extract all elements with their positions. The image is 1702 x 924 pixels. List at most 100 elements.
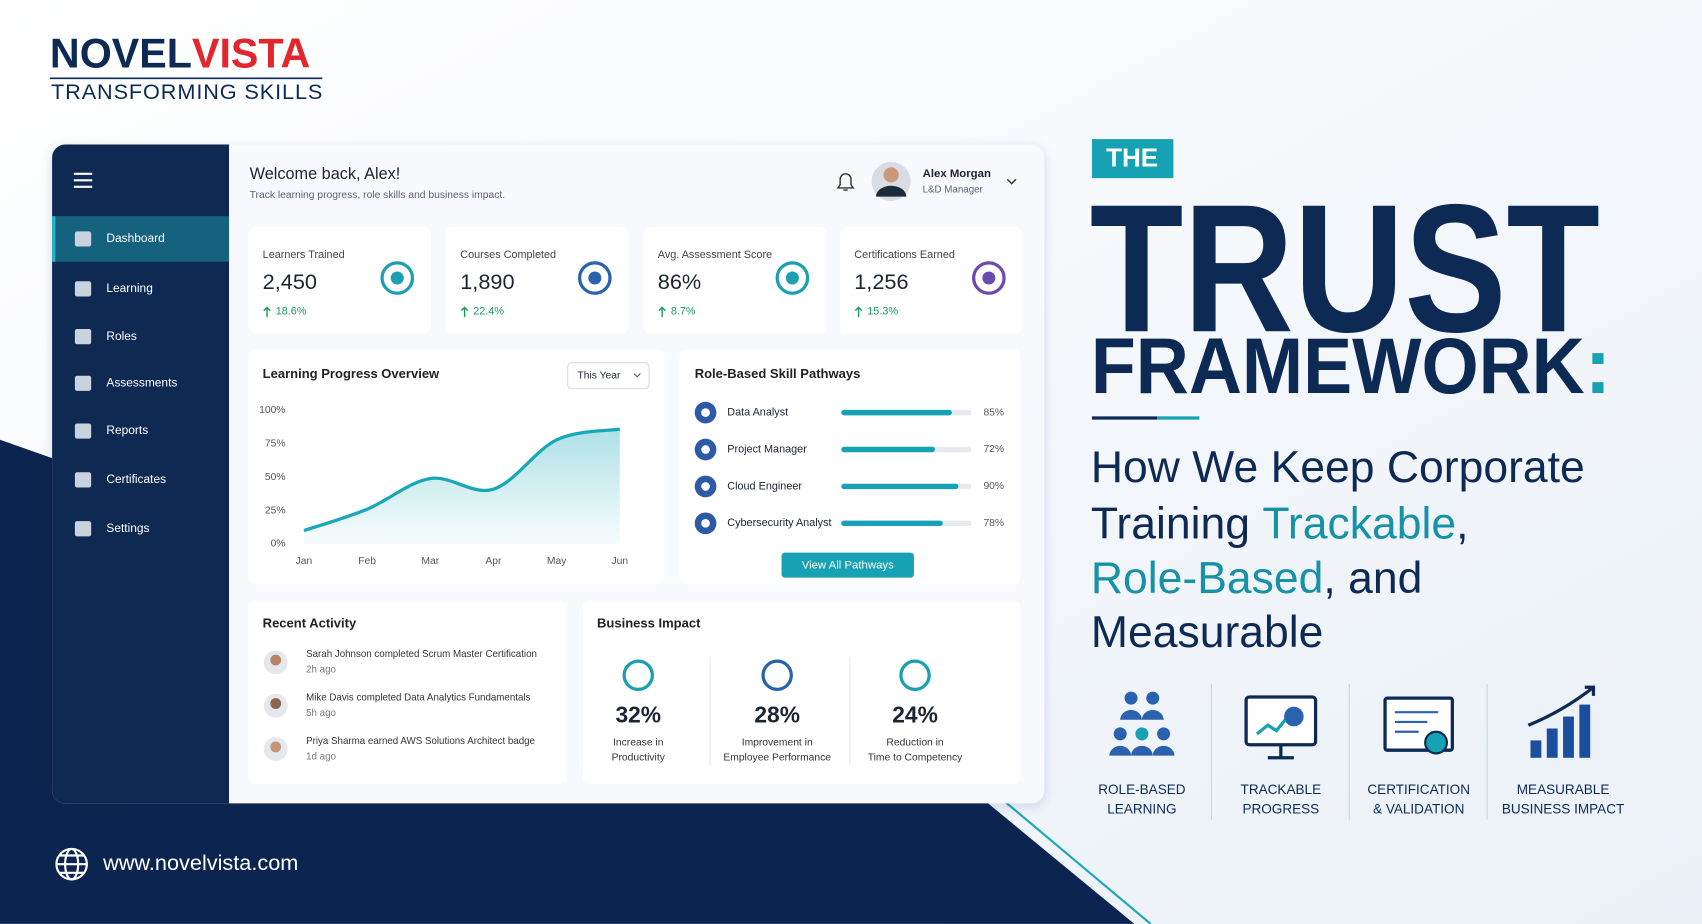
stat-card: Courses Completed 1,890 22.4% <box>446 226 629 334</box>
menu-item[interactable]: Reports <box>74 423 148 439</box>
impact-label: Increase in <box>613 737 664 748</box>
stat-label: Avg. Assessment Score <box>658 249 772 261</box>
badge-text: THE <box>1106 143 1158 173</box>
feature-label: MEASURABLE <box>1517 782 1610 797</box>
impact-title: Business Impact <box>597 616 701 631</box>
bar <box>841 446 936 453</box>
line-chart: 0% 25% 50% 75% 100% Jan Feb Mar Apr May Jun <box>259 405 628 567</box>
pathways-button[interactable] <box>781 552 914 578</box>
impact-item: 24% Reduction in Time to Competency <box>868 659 963 764</box>
pie-icon <box>1284 706 1304 727</box>
line <box>303 427 621 533</box>
impact-label: Productivity <box>612 753 666 764</box>
monitor-stand <box>1267 744 1294 760</box>
impact-value: 28% <box>754 702 800 728</box>
activity-face <box>270 698 282 709</box>
menu-item[interactable]: Dashboard <box>52 216 230 262</box>
feature: TRACKABLE PROGRESS <box>1241 695 1321 816</box>
cert-lines <box>1394 711 1439 733</box>
impact-icon <box>622 659 654 692</box>
x-tick-label: Mar <box>421 556 439 567</box>
menu-item[interactable]: Learning <box>74 281 153 297</box>
hero-title: TRUST <box>1090 166 1600 370</box>
x-tick-label: Jan <box>296 556 313 567</box>
stat-value: 86% <box>658 269 701 294</box>
y-tick-label: 25% <box>265 505 286 516</box>
stat-card: Certifications Earned 1,256 15.3% <box>840 226 1023 334</box>
activity-time: 1d ago <box>306 751 336 762</box>
feature-label: LEARNING <box>1107 801 1176 816</box>
user-name: Alex Morgan <box>923 168 991 180</box>
activity-time: 5h ago <box>306 708 336 719</box>
progress-title: Learning Progress Overview <box>263 366 440 381</box>
menu-label: Roles <box>106 329 137 343</box>
menu-item[interactable]: Settings <box>74 521 150 537</box>
y-tick-label: 50% <box>265 472 286 483</box>
stat-change: 22.4% <box>473 306 504 318</box>
user-menu[interactable] <box>1006 178 1017 185</box>
stat-icon <box>972 261 1006 295</box>
stat-change: 8.7% <box>671 306 696 318</box>
stat-label: Certifications Earned <box>854 249 955 261</box>
stat-icon <box>380 261 415 295</box>
trend <box>1255 718 1287 736</box>
feature-label: CERTIFICATION <box>1367 782 1470 797</box>
filter-label: This Year <box>577 370 621 381</box>
impact-item: 28% Improvement in Employee Performance <box>723 659 831 764</box>
subtitle-part: , <box>1456 500 1468 549</box>
subtitle-line: Training Trackable, <box>1091 500 1469 549</box>
pathway-name: Data Analyst <box>727 406 788 418</box>
filter-dropdown[interactable] <box>567 362 650 390</box>
impact-value: 24% <box>892 702 938 728</box>
impact-card <box>582 600 1021 784</box>
bell[interactable] <box>836 173 855 191</box>
stat-change: 15.3% <box>867 306 898 318</box>
filter-chevron <box>633 373 641 378</box>
person-body <box>1141 710 1164 720</box>
up-arrow <box>658 306 666 318</box>
stat-label: Learners Trained <box>263 249 345 261</box>
pathway-name: Cybersecurity Analyst <box>727 517 831 529</box>
subtitle-line: Role-Based, and <box>1091 554 1423 603</box>
pathway-icon-inner <box>701 408 710 417</box>
menu-icon <box>74 329 92 345</box>
pathways-card <box>679 349 1021 585</box>
stat-icon <box>775 261 810 295</box>
y-tick-label: 0% <box>271 539 286 550</box>
impact-icon <box>899 659 931 692</box>
person-head <box>1124 691 1138 705</box>
impact-value: 32% <box>615 702 661 728</box>
pathway-name: Cloud Engineer <box>727 480 802 492</box>
sidebar <box>52 144 230 804</box>
activity-item: Priya Sharma earned AWS Solutions Archit… <box>263 736 535 762</box>
subtitle-accent: Trackable <box>1262 500 1456 549</box>
hero-word: FRAMEWORK <box>1091 321 1585 410</box>
impact-list: 32% Increase in Productivity 28% Improvement… <box>612 659 963 764</box>
logo-tagline: TRANSFORMING SKILLS <box>51 79 322 104</box>
hero-subtitle: How We Keep Corporate Training Trackable… <box>1091 443 1585 657</box>
activity-item: Sarah Johnson completed Scrum Master Cer… <box>263 649 537 675</box>
value-label: 78% <box>983 518 1004 529</box>
feature: MEASURABLE BUSINESS IMPACT <box>1502 685 1624 816</box>
badge <box>1091 139 1174 179</box>
menu-item[interactable]: Roles <box>74 329 137 345</box>
stat-card: Avg. Assessment Score 86% 8.7% <box>643 226 827 334</box>
impact-label: Time to Competency <box>868 753 963 764</box>
stats: Learners Trained 2,450 18.6% Courses Comple… <box>248 226 1023 334</box>
subtitle-part: , and <box>1323 554 1422 603</box>
pathway-icon-inner <box>701 445 710 454</box>
pathway-icon-inner <box>701 482 710 491</box>
person-head <box>1113 727 1127 741</box>
menu-item[interactable]: Certificates <box>74 472 166 488</box>
person-head <box>1157 727 1171 741</box>
subtitle-part: Training <box>1091 500 1262 549</box>
menu-icon[interactable] <box>73 172 93 188</box>
sidebar-menu: Dashboard Learning Roles Assessments Reports… <box>52 216 230 537</box>
x-tick-label: Jun <box>611 556 628 567</box>
menu-item[interactable]: Assessments <box>74 375 177 391</box>
card-bg <box>248 226 431 334</box>
features: ROLE-BASED LEARNING TRACKABLE PROGRESS CERTI… <box>1098 683 1624 820</box>
y-tick-label: 100% <box>259 405 285 416</box>
feature: CERTIFICATION & VALIDATION <box>1367 696 1470 816</box>
